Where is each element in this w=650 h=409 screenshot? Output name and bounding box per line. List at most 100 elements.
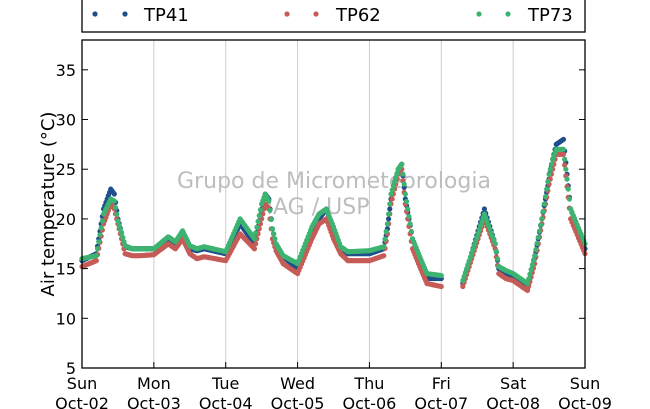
trace-tp73-52-3 bbox=[535, 234, 541, 240]
trace-tp73-52-4 bbox=[536, 228, 543, 234]
trace-tp62-35-1 bbox=[389, 196, 395, 202]
trace-tp41-34-2 bbox=[387, 206, 393, 212]
point-tp73-37 bbox=[399, 161, 405, 167]
point-tp41-4 bbox=[111, 191, 117, 197]
trace-tp73-51-4 bbox=[529, 262, 535, 268]
x-tick-weekday-6: Sat bbox=[500, 374, 526, 393]
series-tp73 bbox=[79, 146, 588, 287]
trace-tp73-45-5 bbox=[466, 258, 472, 264]
trace-tp73-45-4 bbox=[465, 262, 471, 268]
point-tp73-34 bbox=[384, 221, 390, 227]
trace-tp73-18-4 bbox=[256, 212, 262, 219]
trace-tp73-1-5 bbox=[99, 218, 105, 224]
trace-tp73-45-6 bbox=[467, 254, 474, 260]
trace-tp73-37-2 bbox=[401, 181, 407, 187]
trace-tp73-57-5 bbox=[566, 196, 573, 202]
point-tp73-42 bbox=[438, 272, 444, 279]
x-tick-weekday-3: Wed bbox=[280, 374, 315, 393]
point-tp73-22 bbox=[269, 226, 276, 232]
trace-tp73-38-4 bbox=[407, 221, 413, 227]
trace-tp73-18-1 bbox=[253, 230, 259, 236]
trace-tp73-4-1 bbox=[112, 205, 119, 211]
trace-tp41-34-1 bbox=[385, 216, 392, 222]
trace-tp73-35-2 bbox=[390, 183, 396, 189]
trace-tp73-38-3 bbox=[406, 213, 412, 220]
legend-entry-tp73: TP73 bbox=[476, 5, 573, 26]
point-tp62-42 bbox=[438, 283, 444, 290]
x-tick-date-2: Oct-04 bbox=[199, 394, 253, 409]
trace-tp73-33-2 bbox=[383, 228, 389, 235]
legend-marker-tp73-b bbox=[505, 11, 511, 17]
point-tp73-35 bbox=[388, 191, 394, 197]
y-tick-label-1: 10 bbox=[56, 309, 76, 328]
legend-entry-tp62: TP62 bbox=[284, 5, 381, 26]
legend-marker-tp62-a bbox=[284, 11, 290, 17]
x-tick-weekday-5: Fri bbox=[432, 374, 451, 393]
plot-background bbox=[82, 40, 585, 368]
y-tick-label-5: 30 bbox=[56, 111, 76, 130]
trace-tp73-52-2 bbox=[534, 240, 540, 247]
trace-tp73-21-1 bbox=[267, 207, 273, 213]
point-tp73-4 bbox=[111, 198, 117, 204]
trace-tp73-57-2 bbox=[563, 166, 569, 172]
point-tp73-52 bbox=[532, 253, 538, 259]
x-tick-weekday-4: Thu bbox=[353, 374, 384, 393]
trace-tp73-22-1 bbox=[271, 231, 277, 237]
trace-tp73-35-3 bbox=[391, 179, 398, 185]
point-tp73-53 bbox=[539, 216, 545, 222]
trace-tp73-45-8 bbox=[470, 246, 476, 252]
legend-entry-tp41: TP41 bbox=[92, 5, 189, 26]
trace-tp73-38-1 bbox=[403, 198, 410, 205]
y-axis: 5 10 15 20 25 30 35 bbox=[56, 61, 585, 378]
trace-tp73-45-14 bbox=[477, 223, 484, 229]
trace-tp73-53-1 bbox=[540, 208, 546, 215]
x-tick-date-0: Oct-02 bbox=[55, 394, 109, 409]
trace-tp73-45-2 bbox=[462, 270, 468, 276]
trace-tp73-1-4 bbox=[98, 225, 104, 231]
trace-tp73-4-2 bbox=[114, 211, 120, 217]
point-tp73-45 bbox=[460, 277, 466, 284]
x-axis: SunOct-02MonOct-03TueOct-04WedOct-05ThuO… bbox=[55, 362, 612, 409]
point-tp73-51 bbox=[524, 280, 531, 287]
point-tp62-18 bbox=[251, 246, 258, 252]
point-tp41-46 bbox=[481, 206, 487, 212]
y-tick-label-2: 15 bbox=[56, 260, 76, 279]
y-tick-label-4: 25 bbox=[56, 160, 76, 179]
plot-frame bbox=[81, 39, 586, 369]
watermark: Grupo de Micrometeorologia IAG / USP bbox=[177, 169, 491, 220]
trace-tp73-53-3 bbox=[542, 193, 549, 200]
point-tp73-21 bbox=[266, 198, 272, 204]
trace-tp73-45-15 bbox=[479, 219, 485, 225]
watermark-line-1: Grupo de Micrometeorologia bbox=[177, 169, 491, 194]
x-tick-date-4: Oct-06 bbox=[343, 394, 397, 409]
x-tick-date-5: Oct-07 bbox=[414, 394, 468, 409]
y-axis-label: Air temperature (°C) bbox=[38, 112, 59, 297]
x-tick-weekday-1: Mon bbox=[137, 374, 171, 393]
point-tp73-5 bbox=[115, 218, 121, 224]
x-tick-date-1: Oct-03 bbox=[127, 394, 181, 409]
y-tick-label-6: 35 bbox=[56, 61, 76, 80]
point-tp73-38 bbox=[402, 191, 408, 197]
point-tp62-57 bbox=[560, 151, 567, 157]
x-tick-weekday-0: Sun bbox=[67, 374, 97, 393]
trace-tp73-22-2 bbox=[272, 236, 278, 242]
trace-tp73-51-3 bbox=[528, 267, 534, 273]
trace-tp73-53-4 bbox=[544, 186, 550, 192]
trace-tp73-53-2 bbox=[541, 201, 547, 207]
trace-tp73-51-5 bbox=[530, 257, 537, 263]
trace-tp73-1-1 bbox=[94, 246, 101, 252]
legend-label-tp62: TP62 bbox=[335, 5, 381, 26]
trace-tp73-57-4 bbox=[565, 186, 571, 192]
point-tp73-47 bbox=[492, 241, 498, 247]
trace-tp62-57-1 bbox=[562, 162, 568, 168]
trace-tp73-45-9 bbox=[471, 242, 477, 248]
x-tick-date-6: Oct-08 bbox=[486, 394, 540, 409]
trace-tp73-5-4 bbox=[120, 234, 126, 241]
point-tp62-45 bbox=[460, 283, 466, 290]
legend: TP41 TP62 TP73 bbox=[81, 0, 586, 33]
trace-tp73-33-1 bbox=[382, 236, 388, 242]
grid-lines bbox=[153, 40, 514, 368]
legend-box bbox=[81, 0, 586, 33]
point-tp73-33 bbox=[381, 244, 387, 250]
